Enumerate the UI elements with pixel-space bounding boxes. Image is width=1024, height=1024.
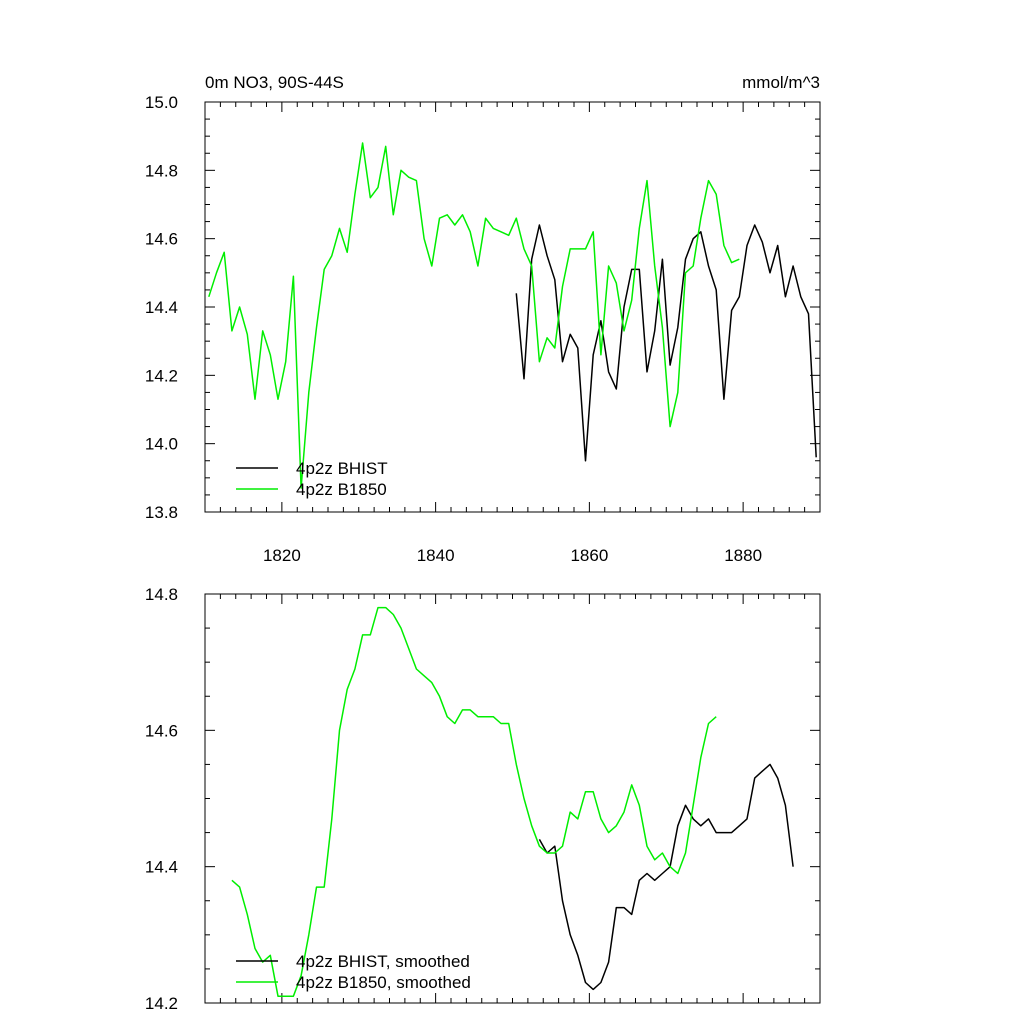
top-panel: 1820 1840 1860 1880 13.8 14.0 14.2 14.4 14.6 14.8…	[145, 73, 821, 565]
series-line-b1850	[208, 142, 740, 489]
x-tick-label: 1840	[417, 546, 455, 565]
units-label: mmol/m^3	[742, 73, 820, 92]
series-line-b1850	[231, 606, 717, 997]
legend-label: 4p2z BHIST, smoothed	[296, 952, 470, 971]
x-tick-label: 1880	[724, 546, 762, 565]
x-tick-label: 1860	[570, 546, 608, 565]
legend-label: 4p2z B1850, smoothed	[296, 973, 471, 992]
bottom-panel: 14.2 14.4 14.6 14.8 4p2z BHIST, smoothed 4p2z…	[145, 585, 821, 1013]
y-tick-label: 15.0	[145, 93, 178, 112]
chart-title: 0m NO3, 90S-44S	[205, 73, 344, 92]
legend-label: 4p2z B1850	[296, 480, 387, 499]
y-tick-label: 14.6	[145, 230, 178, 249]
legend-label: 4p2z BHIST	[296, 459, 388, 478]
x-tick-label: 1820	[263, 546, 301, 565]
y-tick-label: 14.6	[145, 721, 178, 740]
plot-frame	[204, 593, 821, 1004]
y-tick-label: 14.4	[145, 858, 178, 877]
y-tick-label: 14.0	[145, 435, 178, 454]
y-tick-label: 14.8	[145, 585, 178, 604]
y-tick-label: 14.2	[145, 366, 178, 385]
series-line-bhist	[538, 763, 794, 991]
y-tick-label: 13.8	[145, 503, 178, 522]
plot-frame	[204, 101, 821, 513]
series-line-bhist	[515, 224, 817, 462]
y-tick-label: 14.8	[145, 161, 178, 180]
y-tick-label: 14.2	[145, 994, 178, 1013]
y-tick-label: 14.4	[145, 298, 178, 317]
